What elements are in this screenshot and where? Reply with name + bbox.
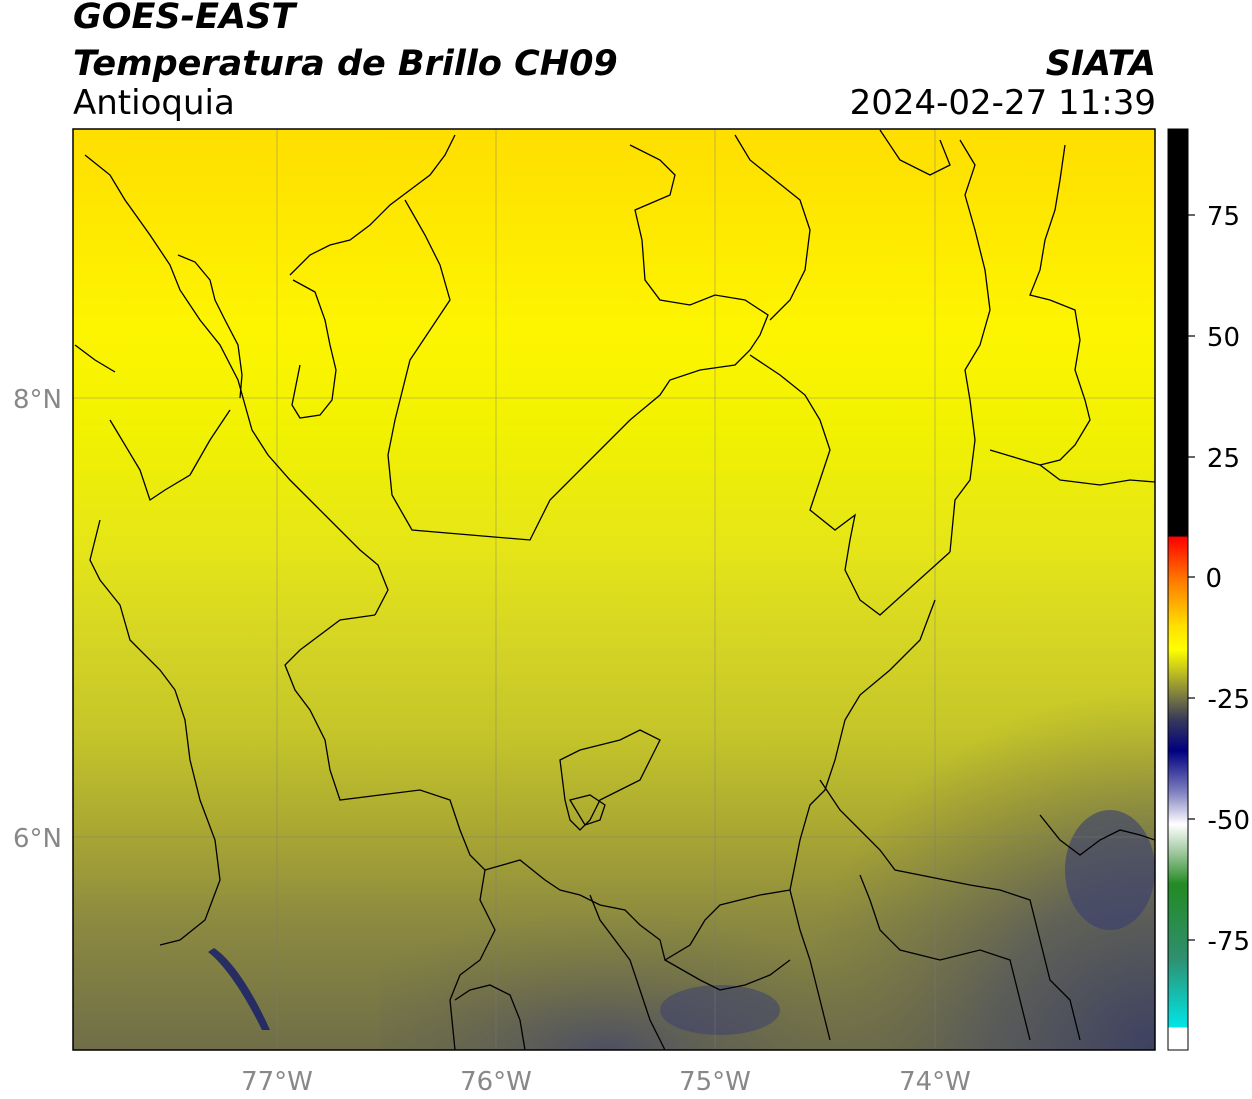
colorbar-tick-75: 75 (1207, 202, 1240, 232)
caldas-inner (859, 874, 1031, 1041)
map-frame (72, 128, 1156, 1051)
antioquia-outline (387, 144, 769, 541)
antioquia-west-south (284, 614, 496, 1050)
datetime-label: 2024-02-27 11:39 (849, 83, 1156, 123)
tolima (664, 959, 791, 991)
bolivar-border (879, 129, 1155, 486)
north-east (1029, 144, 1091, 466)
cordoba-border (734, 134, 811, 321)
agency-label: SIATA (1045, 44, 1156, 84)
mountain-islands (559, 729, 661, 831)
lat-tick-6n: 6°N (13, 824, 62, 854)
colorbar-tick-neg75: -75 (1208, 927, 1250, 957)
product-title: Temperatura de Brillo CH09 (73, 44, 618, 84)
boundaries (74, 129, 1155, 1050)
coastline (84, 154, 389, 616)
colorbar-tick-50: 50 (1207, 323, 1240, 353)
uraba-inner (291, 279, 337, 419)
colorbar-tick-0: 0 (1205, 564, 1222, 594)
mountain-islands-2 (568, 794, 606, 826)
valle (454, 984, 526, 1050)
colorbar-tick-neg25: -25 (1208, 685, 1250, 715)
colorbar-tick-neg50: -50 (1208, 806, 1250, 836)
choco-border (89, 519, 221, 946)
risaralda (589, 889, 831, 1050)
magdalena-border (949, 139, 991, 553)
satellite-title: GOES-EAST (73, 0, 296, 37)
lon-tick-labels: 77°W 76°W 75°W 74°W (241, 1067, 971, 1097)
lon-tick-77w: 77°W (241, 1067, 313, 1097)
gridlines (73, 129, 1155, 1050)
lon-tick-75w: 75°W (679, 1067, 751, 1097)
colorbar-gradient (1168, 129, 1188, 1050)
colorbar: 75 50 25 0 -25 -50 -75 (1167, 128, 1250, 1051)
lon-tick-74w: 74°W (899, 1067, 971, 1097)
colorbar-tick-25: 25 (1207, 444, 1240, 474)
uraba-coast (289, 134, 456, 276)
colorbar-frame (1167, 128, 1189, 1051)
antioquia-south (484, 859, 791, 962)
lat-tick-8n: 8°N (13, 385, 62, 415)
region-label: Antioquia (73, 83, 235, 123)
lat-tick-labels: 8°N 6°N (13, 385, 62, 854)
lon-tick-76w: 76°W (460, 1067, 532, 1097)
brightness-temperature-field (73, 129, 1155, 1050)
coastline-gulf (177, 254, 243, 399)
antioquia-east (749, 354, 951, 616)
caldas-border (819, 779, 1081, 1041)
antioquia-east-border (789, 599, 936, 891)
se-border (1039, 814, 1155, 856)
gulf-west (74, 344, 231, 502)
